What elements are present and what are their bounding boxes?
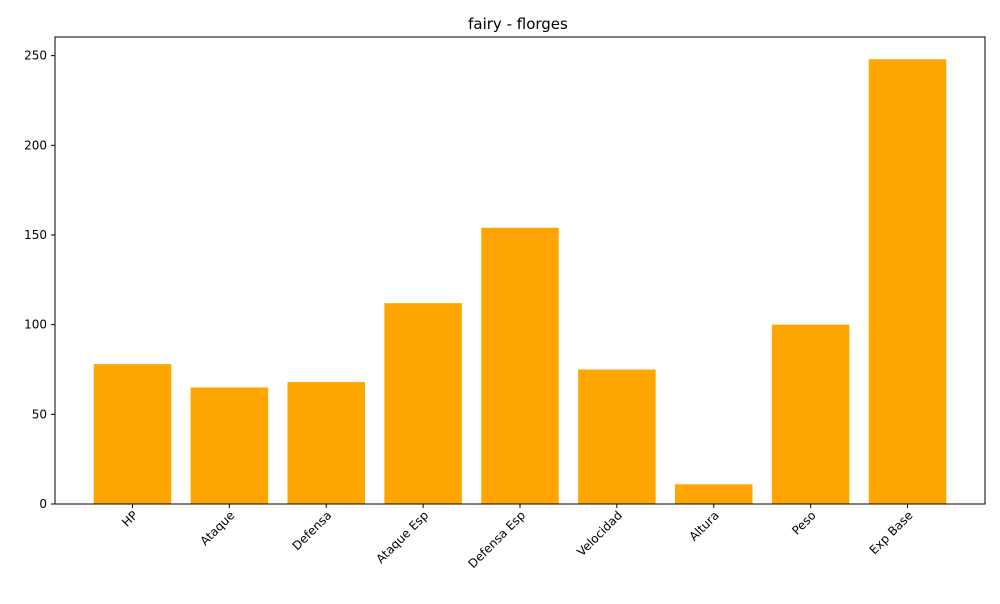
- bar-peso: [771, 324, 850, 504]
- bar-exp-base: [868, 59, 947, 504]
- bar-defensa: [287, 382, 365, 504]
- y-tick-label: 100: [24, 318, 47, 332]
- bars-group: [93, 59, 947, 504]
- x-tick-label: Peso: [789, 508, 819, 538]
- x-tick-label: Defensa Esp: [465, 508, 528, 571]
- y-tick-label: 200: [24, 138, 47, 152]
- x-tick-label: HP: [119, 508, 140, 529]
- x-tick-label: Exp Base: [867, 508, 916, 557]
- chart-title: fairy - florges: [468, 15, 568, 33]
- bar-defensa-esp: [481, 227, 559, 504]
- bar-ataque-esp: [384, 303, 462, 504]
- y-tick-label: 150: [24, 228, 47, 242]
- bar-hp: [93, 364, 172, 504]
- bar-altura: [675, 484, 753, 504]
- bar-velocidad: [578, 369, 656, 504]
- y-tick-label: 0: [39, 497, 47, 511]
- bar-ataque: [190, 387, 269, 504]
- x-tick-label: Defensa: [290, 508, 335, 553]
- plot-frame: [54, 36, 986, 505]
- x-tick-label: Velocidad: [574, 508, 625, 559]
- x-tick-label: Ataque Esp: [373, 508, 431, 566]
- x-tick-label: Altura: [686, 508, 721, 543]
- y-axis: 0 50 100 150 200 250: [24, 49, 55, 511]
- x-axis: HP Ataque Defensa Ataque Esp Defensa Esp Velo…: [119, 504, 916, 571]
- y-tick-label: 50: [32, 407, 47, 421]
- x-tick-label: Ataque: [197, 508, 237, 548]
- y-tick-label: 250: [24, 49, 47, 63]
